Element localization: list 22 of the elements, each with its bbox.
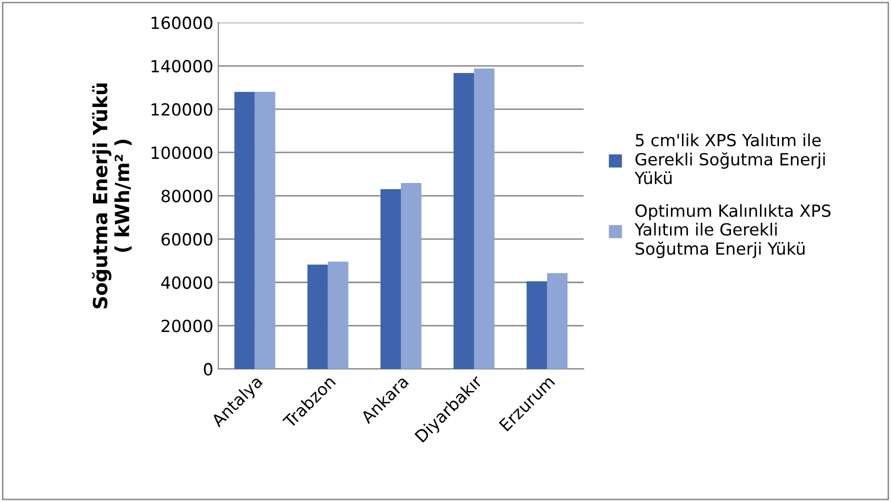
bar xyxy=(328,262,348,369)
bar xyxy=(474,68,494,369)
y-tick-label: 140000 xyxy=(152,60,212,72)
y-tick-label: 40000 xyxy=(161,276,212,289)
y-tick-label: 80000 xyxy=(162,190,212,202)
legend-label: 5 cm'lik XPS Yalıtım ile Gerekli Soğutma Enerji Yükü xyxy=(634,133,825,184)
bar xyxy=(234,92,255,369)
bar xyxy=(400,183,422,369)
y-tick-label: 160000 xyxy=(152,16,212,30)
bar xyxy=(380,189,401,369)
y-axis-title: Soğutma Enerji Yükü ( kWh/m² ) xyxy=(92,83,132,308)
bar xyxy=(307,264,328,369)
y-tick-label: 0 xyxy=(204,362,212,376)
bar xyxy=(526,281,548,369)
y-tick-label: 120000 xyxy=(152,103,212,116)
bar xyxy=(454,73,474,369)
y-tick-label: 60000 xyxy=(162,233,212,246)
bar xyxy=(254,92,276,369)
legend-label: Optimum Kalınlıkta XPS Yalıtım ile Gerekli Soğutma Enerji Yükü xyxy=(634,204,831,258)
bar xyxy=(547,273,568,369)
y-tick-label: 20000 xyxy=(162,320,212,332)
y-tick-label: 100000 xyxy=(152,146,212,160)
